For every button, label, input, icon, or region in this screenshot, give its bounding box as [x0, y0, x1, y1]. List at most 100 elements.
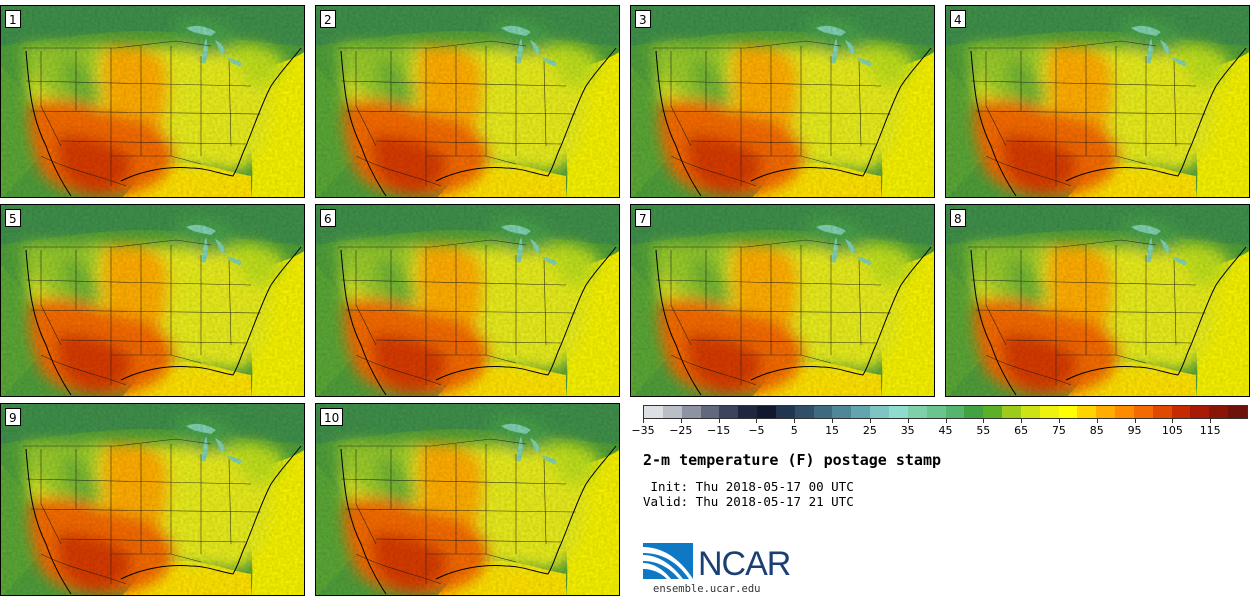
colorbar-segment [1020, 406, 1040, 418]
colorbar-tick-label: 105 [1161, 424, 1183, 437]
colorbar-tick [794, 419, 796, 423]
colorbar-tick [680, 419, 682, 423]
colorbar-segment [1039, 406, 1059, 418]
ensemble-member-map: 7 [630, 204, 935, 397]
colorbar-segment [1115, 406, 1134, 418]
colorbar-segment [794, 406, 814, 418]
member-label: 8 [950, 209, 966, 227]
member-label: 5 [5, 209, 21, 227]
ensemble-member-map: 9 [0, 403, 305, 596]
map-image [946, 205, 1250, 397]
colorbar-tick [869, 419, 871, 423]
colorbar-tick-label: 45 [938, 424, 953, 437]
colorbar-segment [1152, 406, 1172, 418]
colorbar-tick [1096, 419, 1098, 423]
colorbar-segment [832, 406, 852, 418]
colorbar-tick-label: −15 [707, 424, 731, 437]
colorbar-segment [983, 406, 1003, 418]
member-label: 4 [950, 10, 966, 28]
colorbar-tick-label: 95 [1127, 424, 1142, 437]
colorbar-tick-label: 15 [825, 424, 840, 437]
colorbar-tick [643, 419, 644, 423]
colorbar-segment [719, 406, 739, 418]
colorbar-tick-label: 5 [790, 424, 798, 437]
colorbar-tick [832, 419, 834, 423]
init-time: Init: Thu 2018-05-17 00 UTC [643, 479, 854, 494]
colorbar-segment [1058, 406, 1078, 418]
colorbar-tick [1058, 419, 1060, 423]
colorbar-segment [1228, 406, 1247, 418]
colorbar-tick-label: 75 [1051, 424, 1066, 437]
colorbar-tick [1021, 419, 1023, 423]
ensemble-member-map: 6 [315, 204, 620, 397]
member-label: 3 [635, 10, 651, 28]
ensemble-member-map: 4 [945, 5, 1250, 198]
logo-text: NCAR [698, 545, 791, 583]
colorbar-tick [907, 419, 909, 423]
map-image [1, 6, 305, 198]
map-image [1, 205, 305, 397]
ncar-logo-icon [643, 543, 693, 579]
colorbar-segment [813, 406, 833, 418]
colorbar-segment [1002, 406, 1021, 418]
colorbar-segment [1096, 406, 1116, 418]
colorbar-segment [945, 406, 965, 418]
ensemble-member-map: 1 [0, 5, 305, 198]
colorbar-ticks: −35 −25 −15 −5 5 15 25 35 45 55 65 75 85 95 105 115 [631, 419, 1248, 441]
colorbar-tick-label: −35 [631, 424, 655, 437]
colorbar-tick-label: −5 [748, 424, 765, 437]
colorbar-tick-label: 35 [900, 424, 915, 437]
ensemble-member-map: 10 [315, 403, 620, 596]
colorbar-segment [757, 406, 776, 418]
member-label: 9 [5, 408, 21, 426]
colorbar-segment [888, 406, 908, 418]
colorbar-segment [1190, 406, 1210, 418]
map-image [316, 404, 620, 596]
colorbar-tick [1134, 419, 1136, 423]
map-image [631, 205, 935, 397]
colorbar-tick [983, 419, 985, 423]
ensemble-member-map: 3 [630, 5, 935, 198]
colorbar-segment [681, 406, 701, 418]
map-image [316, 6, 620, 198]
colorbar-segment [1133, 406, 1153, 418]
colorbar-segment [907, 406, 927, 418]
map-image [946, 6, 1250, 198]
member-label: 6 [320, 209, 336, 227]
member-label: 1 [5, 10, 21, 28]
member-label: 2 [320, 10, 336, 28]
colorbar-tick [1172, 419, 1174, 423]
map-image [316, 205, 620, 397]
map-image [631, 6, 935, 198]
colorbar-segment [1209, 406, 1229, 418]
ensemble-member-map: 5 [0, 204, 305, 397]
colorbar-segment [851, 406, 871, 418]
colorbar-tick-label: 55 [976, 424, 991, 437]
colorbar-segment [738, 406, 758, 418]
colorbar-tick-label: −25 [669, 424, 693, 437]
colorbar-segment [926, 406, 946, 418]
ensemble-member-map: 2 [315, 5, 620, 198]
colorbar-tick-label: 85 [1089, 424, 1104, 437]
map-image [1, 404, 305, 596]
site-url: ensemble.ucar.edu [653, 583, 761, 595]
colorbar-segment [1171, 406, 1191, 418]
colorbar-tick [1210, 419, 1212, 423]
colorbar-segment [662, 406, 682, 418]
colorbar-tick [718, 419, 720, 423]
valid-time: Valid: Thu 2018-05-17 21 UTC [643, 494, 854, 509]
member-label: 7 [635, 209, 651, 227]
colorbar-segment [964, 406, 984, 418]
plot-title: 2-m temperature (F) postage stamp [643, 451, 942, 469]
colorbar-tick-label: 25 [862, 424, 877, 437]
colorbar-segment [1077, 406, 1097, 418]
colorbar-segment [775, 406, 795, 418]
colorbar-tick-label: 115 [1199, 424, 1221, 437]
ensemble-member-map: 8 [945, 204, 1250, 397]
temperature-colorbar [643, 405, 1248, 419]
colorbar-tick [756, 419, 758, 423]
member-label: 10 [320, 408, 344, 426]
colorbar-segment [870, 406, 889, 418]
colorbar-tick-label: 65 [1014, 424, 1029, 437]
colorbar-segment [644, 406, 663, 418]
